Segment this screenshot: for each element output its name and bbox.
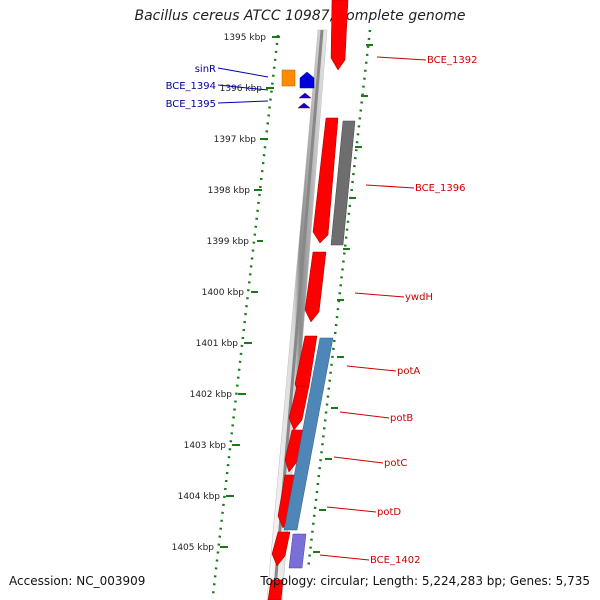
tick-labels: 1395 kbp 1396 kbp 1397 kbp 1398 kbp 1399…: [172, 33, 267, 553]
gene-label: sinR: [195, 64, 216, 75]
left-axis: [211, 34, 280, 596]
gene-arrow-potb: [288, 385, 310, 431]
left-gene-label-text: sinR BCE_1394 BCE_1395: [166, 64, 216, 110]
gene-arrow-next: [267, 579, 284, 600]
blast-hit-blue: [283, 337, 334, 531]
feature-blue-small-1: [298, 92, 312, 99]
gene-arrow-potc: [284, 429, 305, 473]
right-gene-label-text: BCE_1392 BCE_1396 ywdH potA potB potC po…: [370, 55, 477, 566]
tick-marks: [220, 36, 373, 553]
tick-label: 1395 kbp: [224, 33, 267, 43]
tick-label: 1400 kbp: [202, 288, 245, 298]
right-gene-labels: [319, 56, 427, 561]
tick-label: 1396 kbp: [220, 84, 263, 94]
gene-arrow-bce-1396: [312, 117, 339, 244]
gene-label: potA: [397, 366, 420, 377]
tick-label: 1398 kbp: [208, 186, 251, 196]
left-gene-leaders: [217, 67, 269, 104]
map-title: Bacillus cereus ATCC 10987, complete gen…: [134, 8, 466, 24]
gene-label: BCE_1392: [427, 55, 477, 66]
tick-label: 1404 kbp: [178, 492, 221, 502]
gene-label: BCE_1395: [166, 99, 216, 110]
tick-label: 1402 kbp: [190, 390, 233, 400]
tick-label: 1399 kbp: [207, 237, 250, 247]
blast-hit-purple: [288, 533, 307, 569]
feature-orange: [281, 69, 296, 87]
gene-arrow-ywdh: [304, 251, 327, 323]
accession-text: Accession: NC_003909: [9, 574, 146, 588]
genome-stats-text: Topology: circular; Length: 5,224,283 bp…: [260, 574, 590, 588]
feature-blue-small-2: [297, 102, 311, 109]
tick-label: 1401 kbp: [196, 339, 239, 349]
gene-label: ywdH: [405, 292, 433, 303]
gene-gray-block: [330, 120, 356, 246]
gene-arrow-bce-1402: [271, 531, 291, 567]
gene-features: [267, 0, 356, 600]
tick-label: 1397 kbp: [214, 135, 257, 145]
gene-label: potC: [384, 458, 407, 469]
feature-blue-large: [299, 71, 315, 89]
tick-label: 1405 kbp: [172, 543, 215, 553]
gene-label: potB: [390, 413, 413, 424]
gene-label: BCE_1402: [370, 555, 420, 566]
gene-label: BCE_1396: [415, 183, 465, 194]
tick-label: 1403 kbp: [184, 441, 227, 451]
gene-arrow-bce-1392: [330, 0, 349, 71]
gene-label: BCE_1394: [166, 81, 216, 92]
gene-label: potD: [377, 507, 401, 518]
